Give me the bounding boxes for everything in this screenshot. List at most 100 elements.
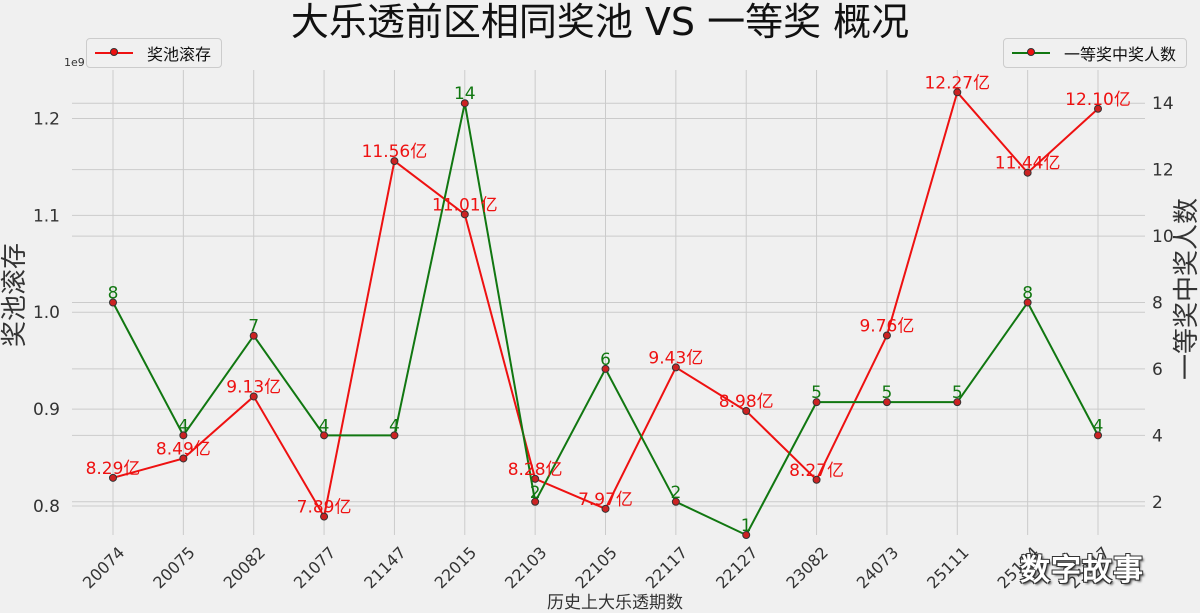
y-left-tick-label: 1.0 bbox=[33, 303, 60, 323]
winners-point bbox=[601, 364, 610, 373]
jackpot-data-label: 8.29亿 bbox=[86, 459, 141, 479]
jackpot-data-label: 8.98亿 bbox=[719, 392, 774, 412]
winners-point bbox=[249, 331, 258, 340]
winners-point bbox=[953, 398, 962, 407]
x-tick-label: 22103 bbox=[501, 543, 550, 592]
winners-point bbox=[531, 497, 540, 506]
jackpot-data-label: 9.43亿 bbox=[648, 348, 703, 368]
legend-swatch-winners bbox=[1011, 47, 1050, 59]
y-left-tick-label: 0.8 bbox=[33, 497, 60, 517]
jackpot-point bbox=[179, 454, 188, 463]
data-labels: 8.29亿 8.49亿 9.13亿 7.89亿 11.56亿 11.01亿 8.28亿 7.9… bbox=[86, 73, 1131, 536]
x-tick-label: 20075 bbox=[149, 543, 198, 592]
winners-data-label: 8 bbox=[108, 284, 119, 304]
y-right-tick-label: 6 bbox=[1152, 360, 1163, 380]
x-tick-label: 20074 bbox=[79, 543, 128, 592]
y-axis-right-title: 一等奖中奖人数 bbox=[1172, 198, 1200, 381]
winners-data-label: 5 bbox=[811, 383, 822, 403]
winners-data-label: 14 bbox=[454, 84, 476, 104]
y-left-tick-label: 1.2 bbox=[33, 109, 60, 129]
winners-point bbox=[390, 431, 399, 440]
jackpot-point bbox=[1094, 104, 1102, 113]
watermark: 数字故事 bbox=[1020, 553, 1144, 588]
y-right-tick-label: 10 bbox=[1152, 227, 1174, 247]
y-right-tick-label: 2 bbox=[1152, 493, 1163, 513]
y-right-tick-label: 14 bbox=[1152, 94, 1174, 114]
jackpot-data-label: 8.28亿 bbox=[508, 460, 563, 480]
jackpot-data-label: 11.01亿 bbox=[432, 195, 498, 215]
legend-swatch-jackpot bbox=[95, 47, 133, 59]
jackpot-data-label: 8.49亿 bbox=[156, 439, 211, 459]
legend-label-jackpot: 奖池滚存 bbox=[147, 45, 212, 64]
jackpot-point bbox=[671, 363, 680, 372]
jackpot-data-label: 7.89亿 bbox=[297, 498, 352, 518]
x-tick-label: 22127 bbox=[712, 543, 761, 592]
winners-data-label: 6 bbox=[600, 350, 611, 370]
x-tick-label: 22105 bbox=[571, 543, 620, 592]
legend-label-winners: 一等奖中奖人数 bbox=[1063, 45, 1176, 64]
winners-point bbox=[179, 431, 188, 440]
jackpot-point bbox=[320, 512, 329, 521]
y-right-tick-label: 12 bbox=[1152, 161, 1174, 181]
y-left-tick-label: 0.9 bbox=[33, 400, 60, 420]
jackpot-point bbox=[882, 331, 891, 340]
jackpot-data-label: 12.27亿 bbox=[924, 73, 990, 93]
winners-data-label: 4 bbox=[319, 416, 330, 436]
x-axis-title: 历史上大乐透期数 bbox=[547, 593, 683, 613]
jackpot-point bbox=[249, 392, 258, 401]
jackpot-point bbox=[812, 475, 821, 484]
winners-point bbox=[1023, 298, 1032, 307]
jackpot-point bbox=[390, 157, 399, 166]
chart-title: 大乐透前区相同奖池 VS 一等奖 概况 bbox=[290, 0, 910, 44]
winners-point bbox=[320, 431, 329, 440]
winners-point bbox=[671, 497, 680, 506]
x-tick-label: 22117 bbox=[642, 543, 691, 592]
winners-data-label: 7 bbox=[248, 317, 259, 337]
jackpot-data-label: 9.13亿 bbox=[226, 377, 281, 397]
x-tick-label: 23082 bbox=[782, 543, 831, 592]
left-axis-scale-note: 1e9 bbox=[64, 56, 85, 69]
x-tick-label: 21147 bbox=[360, 543, 409, 592]
winners-data-label: 8 bbox=[1022, 284, 1033, 304]
jackpot-data-label: 7.97亿 bbox=[578, 490, 633, 510]
x-tick-label: 24073 bbox=[853, 543, 902, 592]
winners-data-label: 4 bbox=[178, 416, 189, 436]
winners-data-label: 2 bbox=[670, 483, 681, 503]
winners-data-label: 4 bbox=[1093, 416, 1104, 436]
jackpot-point bbox=[460, 210, 469, 219]
legend-right: 一等奖中奖人数 bbox=[1002, 38, 1187, 68]
winners-point bbox=[1094, 431, 1102, 440]
winners-data-label: 4 bbox=[389, 416, 400, 436]
winners-point bbox=[460, 99, 469, 108]
y-left-tick-label: 1.1 bbox=[33, 206, 60, 226]
winners-point bbox=[882, 398, 891, 407]
winners-data-label: 5 bbox=[882, 383, 893, 403]
winners-data-label: 1 bbox=[741, 516, 752, 536]
winners-point bbox=[812, 398, 821, 407]
jackpot-point bbox=[1023, 168, 1032, 177]
jackpot-data-label: 12.10亿 bbox=[1065, 90, 1131, 110]
jackpot-data-label: 8.27亿 bbox=[789, 461, 844, 481]
winners-point bbox=[742, 531, 751, 539]
series bbox=[109, 88, 1102, 539]
winners-data-label: 5 bbox=[952, 383, 963, 403]
jackpot-point bbox=[601, 504, 610, 513]
y-axis-left-title: 奖池滚存 bbox=[0, 243, 30, 348]
jackpot-data-label: 11.44亿 bbox=[995, 154, 1061, 174]
x-tick-label: 25111 bbox=[923, 543, 972, 592]
x-tick-label: 20082 bbox=[220, 543, 269, 592]
grid bbox=[72, 70, 1145, 535]
y-right-tick-label: 8 bbox=[1152, 294, 1163, 314]
x-tick-label: 21077 bbox=[290, 543, 339, 592]
winners-point bbox=[109, 298, 117, 307]
winners-data-label: 2 bbox=[530, 483, 541, 503]
y-right-tick-label: 4 bbox=[1152, 426, 1163, 446]
jackpot-point bbox=[109, 473, 117, 482]
jackpot-point bbox=[953, 88, 962, 97]
legend-left: 奖池滚存 bbox=[86, 38, 223, 68]
jackpot-point bbox=[742, 407, 751, 415]
jackpot-data-label: 9.76亿 bbox=[859, 316, 914, 336]
jackpot-data-label: 11.56亿 bbox=[362, 142, 428, 162]
x-tick-label: 22015 bbox=[431, 543, 480, 592]
